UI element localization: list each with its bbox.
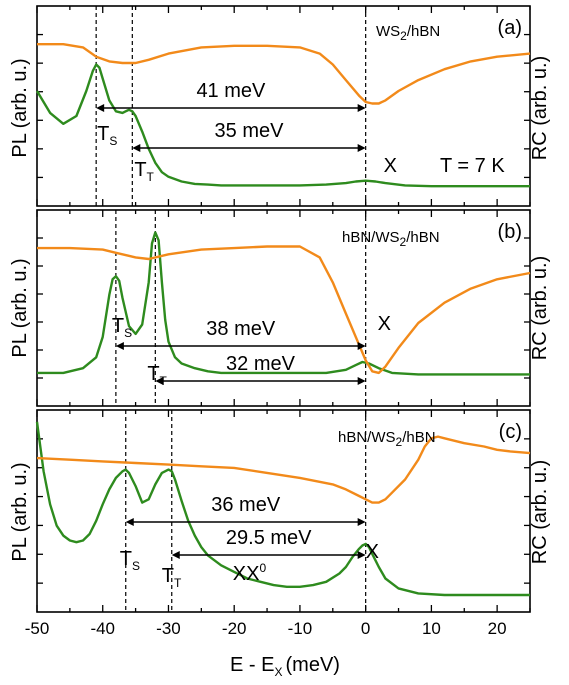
right-axis-label-b: RC (arb. u.) <box>529 256 551 360</box>
arrow-head-left <box>96 104 105 112</box>
arrow-head-right <box>357 342 366 350</box>
x-tick-label: -20 <box>222 619 247 638</box>
x-tick-label: -30 <box>156 619 181 638</box>
left-axis-label-c: PL (arb. u.) <box>9 462 31 561</box>
series-rc <box>37 245 531 375</box>
peak-label: TT <box>134 159 154 184</box>
arrow-head-left <box>155 377 164 385</box>
sample-label: WS2/hBN <box>376 23 440 43</box>
peak-label: TT <box>147 363 167 388</box>
series-pl <box>37 231 530 376</box>
energy-label: 35 meV <box>215 120 285 142</box>
left-axis-label-a: PL (arb. u.) <box>9 58 31 157</box>
energy-label: 41 meV <box>196 80 266 102</box>
right-axis-label-a: RC (arb. u.) <box>529 56 551 160</box>
sample-label: hBN/WS2/hBN <box>338 429 436 449</box>
x-tick-label: -40 <box>90 619 115 638</box>
peak-label: XX0 <box>233 561 267 585</box>
energy-label: 36 meV <box>211 494 281 516</box>
series-pl <box>35 63 530 188</box>
panel-frame <box>36 5 531 207</box>
arrow-head-right <box>357 144 366 152</box>
peak-label: TS <box>97 123 117 148</box>
energy-label: 38 meV <box>206 318 276 340</box>
arrow-head-right <box>357 377 366 385</box>
peak-label: TS <box>120 548 140 573</box>
peak-label: TT <box>162 565 182 590</box>
panel-letter: (a) <box>498 17 522 39</box>
panel-frame <box>36 209 531 407</box>
arrow-head-left <box>115 342 124 350</box>
series-rc <box>36 435 531 504</box>
panel-frame <box>36 409 531 613</box>
energy-label: 29.5 meV <box>226 527 312 549</box>
x-tick-label: -50 <box>25 619 50 638</box>
left-axis-label-b: PL (arb. u.) <box>9 258 31 357</box>
arrow-head-left <box>132 144 141 152</box>
series-pl <box>35 421 530 597</box>
sample-label: hBN/WS2/hBN <box>342 229 440 249</box>
arrow-head-right <box>357 551 366 559</box>
arrow-head-left <box>125 518 134 526</box>
temperature-label: T = 7 K <box>440 155 505 177</box>
right-axis-label-c: RC (arb. u.) <box>529 460 551 564</box>
panel-letter: (c) <box>499 421 522 443</box>
peak-label: X <box>378 313 391 335</box>
panels: 41 meV 35 meV TS TT X WS2/hBN (a) T = 7 K 38 meV… <box>35 5 531 613</box>
x-tick-label: 10 <box>422 619 441 638</box>
series-rc <box>37 43 531 105</box>
peak-label: X <box>384 155 397 177</box>
x-tick-label: 20 <box>488 619 507 638</box>
arrow-head-left <box>171 551 180 559</box>
x-axis-label: E - EX (meV) <box>230 654 340 679</box>
energy-label: 32 meV <box>226 353 296 375</box>
panel-letter: (b) <box>498 221 522 243</box>
arrow-head-right <box>357 104 366 112</box>
x-tick-label: 0 <box>361 619 370 638</box>
peak-label: X <box>366 541 379 563</box>
arrow-head-right <box>357 518 366 526</box>
x-tick-label: -10 <box>288 619 313 638</box>
x-tick-labels: -50 -40 -30 -20 -10 0 10 20 <box>25 619 507 638</box>
peak-label: TS <box>112 315 132 340</box>
panel-a: 41 meV 35 meV TS TT X WS2/hBN (a) T = 7 K <box>35 5 531 207</box>
